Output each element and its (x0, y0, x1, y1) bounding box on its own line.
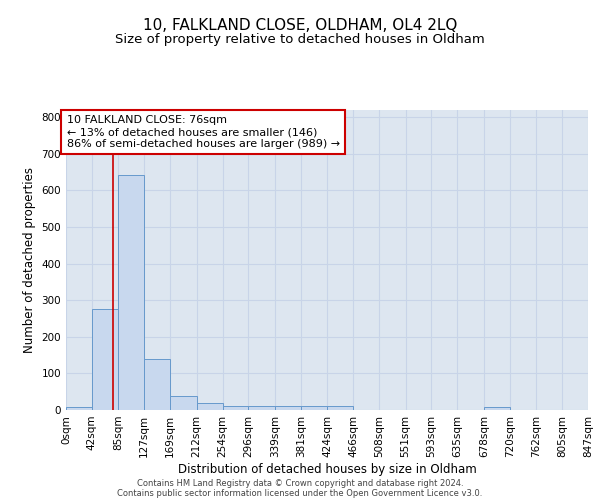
Bar (484, 407, 510, 410)
Bar (144, 359, 170, 410)
Text: 10, FALKLAND CLOSE, OLDHAM, OL4 2LQ: 10, FALKLAND CLOSE, OLDHAM, OL4 2LQ (143, 18, 457, 32)
Text: Contains public sector information licensed under the Open Government Licence v3: Contains public sector information licen… (118, 488, 482, 498)
Bar (92, 310, 118, 410)
Bar (328, 406, 353, 410)
Bar (197, 404, 223, 410)
Bar (275, 406, 301, 410)
Bar (66, 407, 92, 410)
X-axis label: Distribution of detached houses by size in Oldham: Distribution of detached houses by size … (178, 462, 476, 475)
Y-axis label: Number of detached properties: Number of detached properties (23, 167, 36, 353)
Text: 10 FALKLAND CLOSE: 76sqm
← 13% of detached houses are smaller (146)
86% of semi-: 10 FALKLAND CLOSE: 76sqm ← 13% of detach… (67, 116, 340, 148)
Bar (223, 406, 248, 410)
Text: Contains HM Land Registry data © Crown copyright and database right 2024.: Contains HM Land Registry data © Crown c… (137, 478, 463, 488)
Bar (248, 406, 275, 410)
Bar (301, 406, 328, 410)
Bar (170, 396, 197, 410)
Bar (118, 175, 144, 410)
Text: Size of property relative to detached houses in Oldham: Size of property relative to detached ho… (115, 32, 485, 46)
